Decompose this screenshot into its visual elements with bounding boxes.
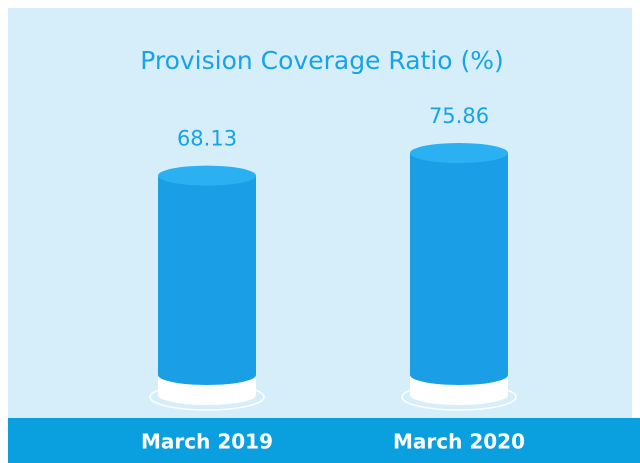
bar-top	[158, 165, 256, 186]
bar	[410, 153, 508, 385]
x-tick-label: March 2020	[393, 430, 525, 454]
category-band	[8, 418, 640, 463]
plot-background	[8, 8, 632, 418]
value-label: 75.86	[429, 104, 489, 128]
bar	[158, 175, 256, 385]
value-label: 68.13	[177, 127, 237, 151]
bar-top	[410, 143, 508, 163]
chart-title: Provision Coverage Ratio (%)	[140, 46, 504, 75]
x-tick-label: March 2019	[141, 430, 273, 454]
